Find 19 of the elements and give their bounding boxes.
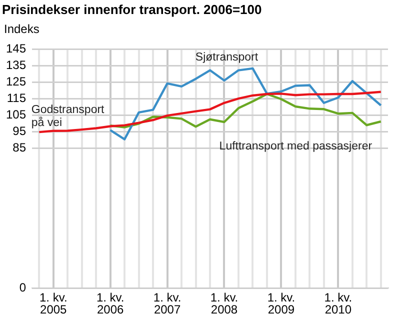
x-tick-label: 1. kv. 2009	[267, 290, 296, 316]
y-tick-label: 85	[12, 140, 26, 154]
series-label: Sjøtransport	[195, 51, 259, 64]
x-tick-label: 1. kv. 2005	[39, 290, 68, 316]
y-tick-label: 125	[6, 74, 26, 88]
x-tick-label: 1. kv. 2007	[153, 290, 182, 316]
series-label: Lufttransport med passasjerer	[219, 140, 372, 153]
series-label: Godstransport på vei	[31, 104, 106, 129]
y-tick-label: 105	[6, 107, 26, 122]
y-axis-title: Indeks	[4, 22, 40, 36]
x-tick-label: 1. kv. 2006	[96, 290, 124, 316]
y-tick-label: 115	[6, 90, 26, 105]
y-tick-label: 135	[6, 58, 26, 72]
x-tick-label: 1. kv. 2010	[324, 290, 352, 316]
y-tick-label: 95	[12, 124, 26, 138]
y-tick-label: 145	[6, 42, 26, 56]
x-tick-label: 1. kv. 2008	[210, 290, 238, 316]
chart-title: Prisindekser innenfor transport. 2006=100	[2, 2, 262, 17]
y-tick-label: 0	[19, 280, 26, 294]
